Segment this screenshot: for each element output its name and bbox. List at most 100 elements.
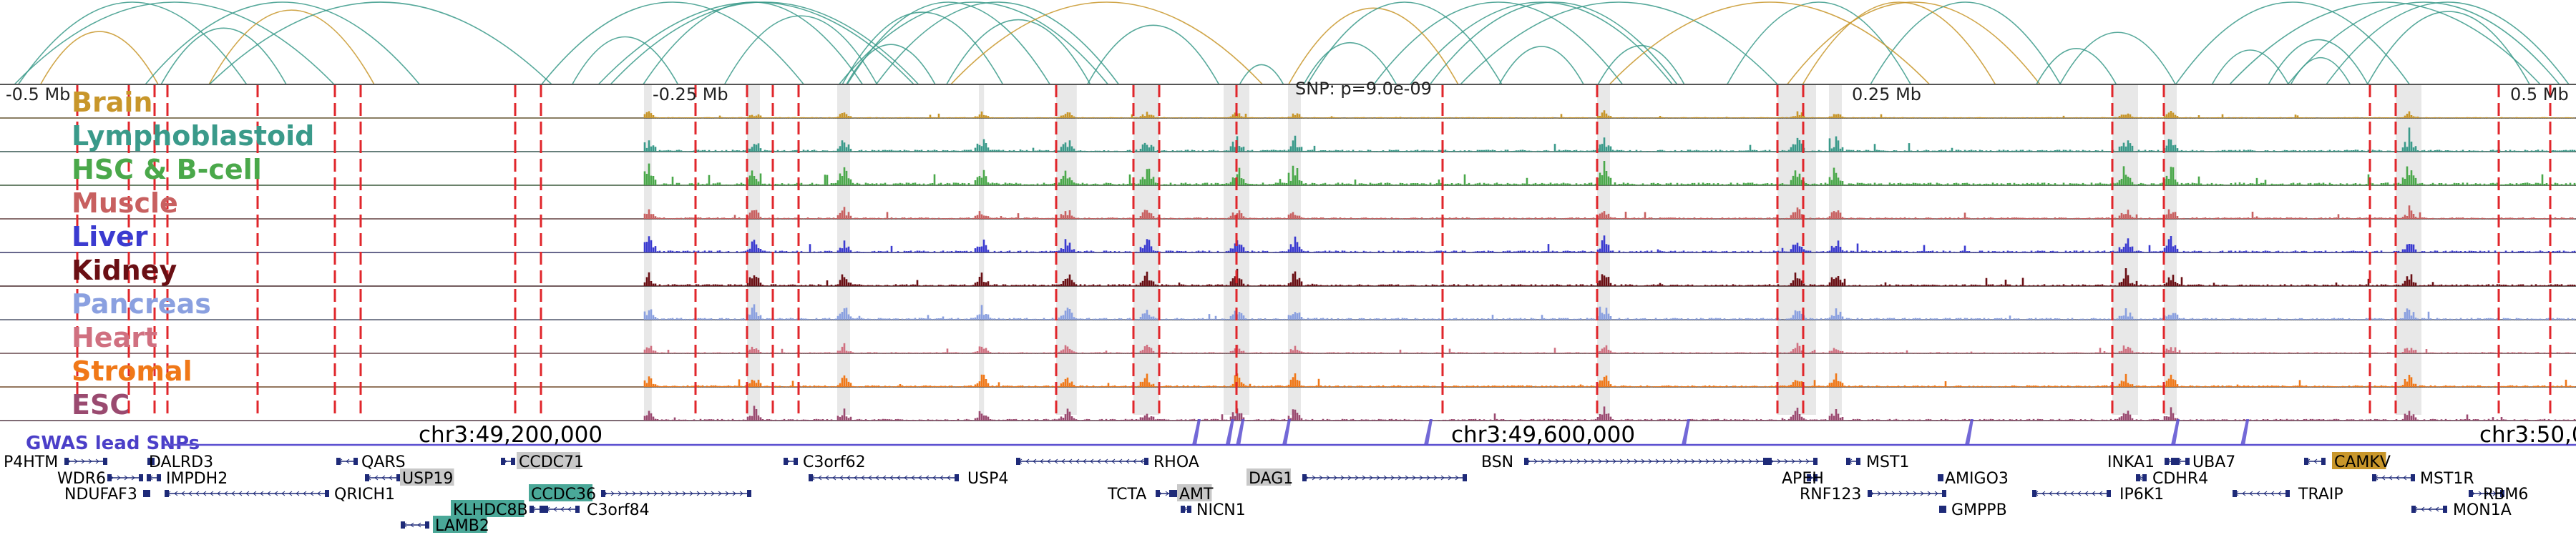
loop-arc bbox=[209, 1, 552, 85]
gene-strand-arrow bbox=[1126, 458, 1130, 464]
gene-strand-arrow bbox=[1075, 458, 1080, 464]
gene-exon bbox=[107, 474, 112, 481]
gene-exon bbox=[396, 474, 401, 481]
gene-exon bbox=[2411, 474, 2415, 481]
loop-arc bbox=[2229, 1, 2541, 85]
track-5 bbox=[0, 267, 2576, 287]
gene-strand-arrow bbox=[260, 491, 264, 496]
gene-strand-arrow bbox=[1097, 458, 1101, 464]
gene-strand-arrow bbox=[188, 491, 192, 496]
gene-strand-arrow bbox=[174, 491, 178, 496]
gene-strand-arrow bbox=[2056, 491, 2060, 496]
loop-arc bbox=[847, 1, 1050, 85]
gene-strand-arrow bbox=[668, 491, 672, 496]
gene-label: LAMB2 bbox=[435, 517, 489, 535]
scale-axis: -0.5 Mb -0.25 Mb SNP: p=9.0e-09 0.25 Mb … bbox=[0, 79, 2576, 104]
gene-strand-arrow bbox=[947, 475, 951, 481]
gene-apeh bbox=[1767, 458, 1818, 465]
gene-strand-arrow bbox=[381, 475, 386, 481]
track-label-6: Pancreas bbox=[72, 288, 211, 320]
loop-arc bbox=[875, 1, 1120, 85]
loop-arc bbox=[2059, 31, 2176, 85]
gene-strand-arrow bbox=[195, 491, 200, 496]
gene-mst1: MST1 bbox=[1846, 453, 1909, 471]
gene-strand-arrow bbox=[1691, 458, 1695, 464]
gene-strand-arrow bbox=[374, 475, 379, 481]
loop-arc bbox=[1288, 7, 1459, 85]
gene-strand-arrow bbox=[1541, 458, 1545, 464]
gene-strand-arrow bbox=[904, 475, 908, 481]
gene-strand-arrow bbox=[2242, 491, 2246, 496]
loop-arc bbox=[2287, 1, 2560, 85]
gene-label-box bbox=[2332, 452, 2386, 469]
gene-strand-arrow bbox=[1727, 458, 1731, 464]
gene-amt: AMT bbox=[1173, 484, 1214, 504]
gene-label-box bbox=[1177, 484, 1212, 501]
gene-strand-arrow bbox=[2063, 491, 2067, 496]
gwas-track: GWAS lead SNPs bbox=[26, 419, 2576, 454]
gene-strand-arrow bbox=[2313, 458, 2318, 464]
gene-strand-arrow bbox=[81, 458, 85, 464]
gwas-snp-marker bbox=[2171, 419, 2180, 445]
gene-strand-arrow bbox=[1118, 458, 1123, 464]
gene-strand-arrow bbox=[1040, 458, 1044, 464]
gene-exon bbox=[103, 458, 107, 465]
gene-strand-arrow bbox=[1376, 475, 1380, 481]
gene-exon bbox=[139, 474, 143, 481]
track-signal bbox=[0, 343, 2576, 354]
gene-label: INKA1 bbox=[2107, 453, 2155, 471]
gene-exon bbox=[1187, 506, 1191, 513]
gene-exon bbox=[601, 490, 605, 497]
gene-strand-arrow bbox=[625, 491, 629, 496]
gene-exon bbox=[575, 506, 580, 513]
gene-exon bbox=[809, 474, 813, 481]
gene-label: RBM6 bbox=[2483, 486, 2528, 504]
gwas-snp-marker bbox=[1282, 419, 1291, 445]
gene-strand-arrow bbox=[2396, 475, 2400, 481]
gene-label: USP19 bbox=[402, 470, 453, 488]
gene-label: MON1A bbox=[2453, 501, 2512, 519]
gwas-snp-marker bbox=[1192, 419, 1201, 445]
gene-exon bbox=[2411, 506, 2416, 513]
loop-arc bbox=[1870, 1, 2062, 85]
gene-exon bbox=[143, 490, 147, 497]
gene-label: AMIGO3 bbox=[1945, 470, 2009, 488]
gene-usp4: USP4 bbox=[809, 470, 1008, 488]
gene-strand-arrow bbox=[1934, 491, 1938, 496]
track-signal bbox=[0, 110, 2576, 119]
loop-arc bbox=[1787, 1, 2041, 85]
track-7 bbox=[0, 343, 2576, 354]
loop-arc bbox=[841, 11, 1004, 85]
loop-arc bbox=[1307, 1, 1503, 85]
gene-strand-arrow bbox=[410, 522, 414, 528]
gene-exon bbox=[157, 474, 161, 481]
gene-strand-arrow bbox=[117, 475, 121, 481]
gene-strand-arrow bbox=[1791, 458, 1795, 464]
gene-strand-arrow bbox=[2403, 475, 2407, 481]
gene-strand-arrow bbox=[689, 491, 693, 496]
gene-strand-arrow bbox=[303, 491, 307, 496]
gene-strand-arrow bbox=[1455, 475, 1459, 481]
track-label-9: ESC bbox=[72, 389, 130, 421]
gene-exon bbox=[2171, 458, 2175, 465]
gene-exon bbox=[2443, 506, 2447, 513]
scale-label-right: 0.5 Mb bbox=[2510, 84, 2569, 104]
gene-strand-arrow bbox=[274, 491, 278, 496]
gene-strand-arrow bbox=[1741, 458, 1745, 464]
gene-exon bbox=[2469, 490, 2473, 497]
gene-qars: QARS bbox=[336, 453, 406, 471]
gene-strand-arrow bbox=[417, 522, 421, 528]
gene-camkv: CAMKV bbox=[2304, 452, 2391, 471]
gene-strand-arrow bbox=[253, 491, 257, 496]
gene-label: AMT bbox=[1179, 486, 1214, 504]
gene-label: USP4 bbox=[967, 470, 1008, 488]
gene-exon bbox=[1767, 458, 1772, 465]
gene-exon bbox=[1856, 458, 1860, 465]
gene-exon bbox=[1156, 490, 1160, 497]
gene-strand-arrow bbox=[1548, 458, 1552, 464]
gene-strand-arrow bbox=[1655, 458, 1659, 464]
loop-arc bbox=[2036, 47, 2117, 85]
gene-label: CDHR4 bbox=[2152, 470, 2208, 488]
gene-exon bbox=[1942, 506, 1946, 513]
